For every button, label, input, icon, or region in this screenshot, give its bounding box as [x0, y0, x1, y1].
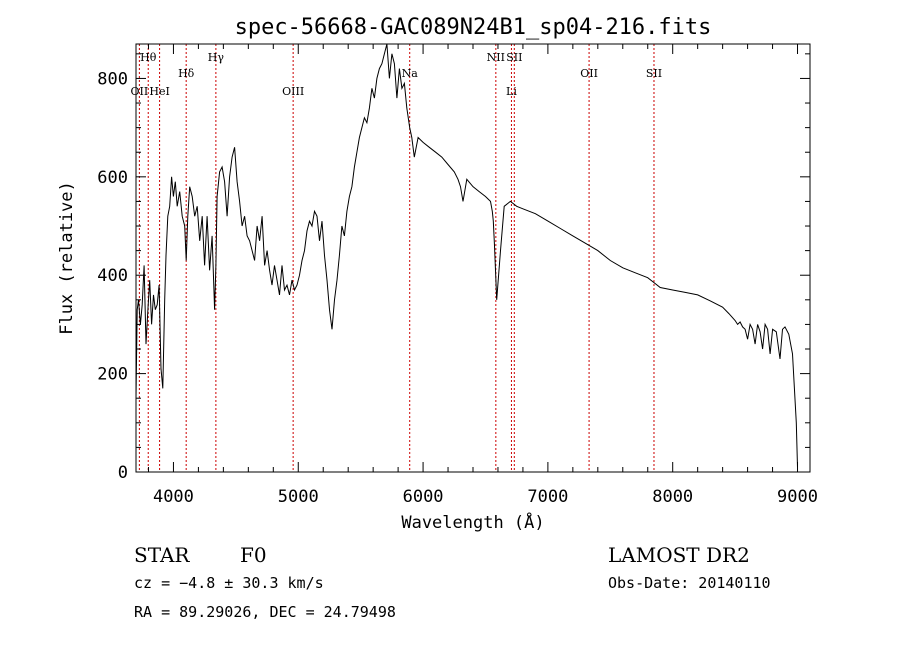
x-tick-label: 4000: [153, 487, 194, 507]
observation-date: Obs-Date: 20140110: [608, 574, 771, 592]
x-tick-label: 8000: [652, 487, 693, 507]
line-marker-label: SII: [646, 67, 662, 80]
x-axis: 4000 5000 6000 7000 8000 9000: [147, 44, 818, 507]
x-tick-label: 7000: [527, 487, 568, 507]
object-type: STAR: [134, 543, 190, 567]
x-tick-label: 6000: [403, 487, 444, 507]
y-tick-label: 0: [118, 463, 128, 483]
spectrum-line: [135, 43, 798, 468]
line-marker-label: OIII: [282, 85, 304, 98]
x-axis-label: Wavelength (Å): [401, 511, 544, 533]
line-marker-label: Hγ: [208, 51, 225, 64]
y-tick-label: 400: [97, 266, 128, 286]
x-tick-label: 9000: [777, 487, 818, 507]
redshift-cz: cz = −4.8 ± 30.3 km/s: [134, 574, 324, 592]
line-marker-label: Hδ: [178, 67, 195, 80]
coordinates: RA = 89.29026, DEC = 24.79498: [134, 603, 396, 621]
y-axis: 0 200 400 600 800: [97, 53, 810, 483]
survey-name: LAMOST DR2: [608, 543, 750, 567]
line-marker-label: OII: [131, 85, 149, 98]
x-tick-label: 5000: [278, 487, 319, 507]
object-subclass: F0: [240, 543, 267, 567]
y-tick-label: 600: [97, 168, 128, 188]
line-marker-label: Hθ: [140, 51, 157, 64]
y-axis-label: Flux (relative): [57, 181, 77, 335]
y-tick-label: 200: [97, 365, 128, 385]
y-tick-label: 800: [97, 69, 128, 89]
line-marker-label: HeI: [149, 85, 169, 98]
line-marker-label: SII: [506, 51, 522, 64]
plot-frame: [135, 43, 811, 473]
chart-title: spec-56668-GAC089N24B1_sp04-216.fits: [235, 15, 712, 40]
line-marker-label: Na: [402, 67, 419, 80]
line-marker-label: Li: [506, 85, 517, 98]
line-marker-label: OII: [580, 67, 598, 80]
line-marker-label: NII: [487, 51, 505, 64]
